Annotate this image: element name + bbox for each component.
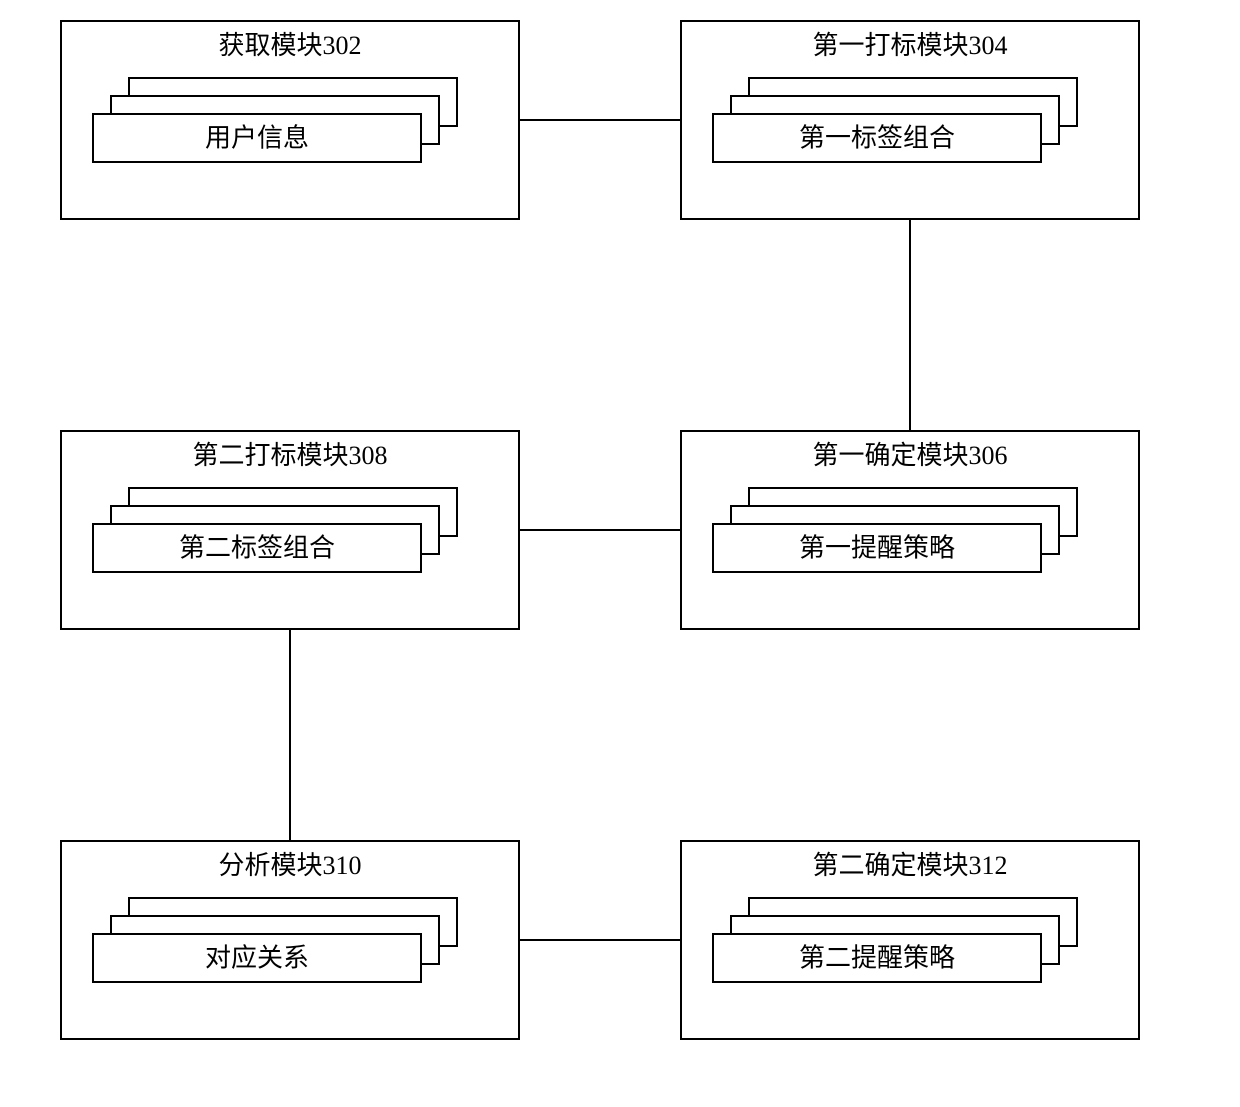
module-312: 第二确定模块312 第二提醒策略 <box>680 840 1140 1040</box>
stack-card-front: 第二提醒策略 <box>712 933 1042 983</box>
module-302: 获取模块302 用户信息 <box>60 20 520 220</box>
card-stack: 第二提醒策略 <box>712 897 1078 983</box>
module-308: 第二打标模块308 第二标签组合 <box>60 430 520 630</box>
diagram-canvas: 获取模块302 用户信息 第一打标模块304 第一标签组合 第二打标模块308 … <box>0 0 1240 1107</box>
stack-card-front: 对应关系 <box>92 933 422 983</box>
module-title: 获取模块302 <box>62 30 518 61</box>
module-title: 第一打标模块304 <box>682 30 1138 61</box>
module-title: 第二打标模块308 <box>62 440 518 471</box>
card-stack: 对应关系 <box>92 897 458 983</box>
stack-card-front: 第二标签组合 <box>92 523 422 573</box>
card-label: 用户信息 <box>94 122 420 153</box>
module-304: 第一打标模块304 第一标签组合 <box>680 20 1140 220</box>
card-label: 对应关系 <box>94 942 420 973</box>
module-310: 分析模块310 对应关系 <box>60 840 520 1040</box>
stack-card-front: 第一提醒策略 <box>712 523 1042 573</box>
module-306: 第一确定模块306 第一提醒策略 <box>680 430 1140 630</box>
card-stack: 第二标签组合 <box>92 487 458 573</box>
card-stack: 第一标签组合 <box>712 77 1078 163</box>
module-title: 第一确定模块306 <box>682 440 1138 471</box>
module-title: 分析模块310 <box>62 850 518 881</box>
card-label: 第二标签组合 <box>94 532 420 563</box>
card-stack: 第一提醒策略 <box>712 487 1078 573</box>
card-label: 第一提醒策略 <box>714 532 1040 563</box>
stack-card-front: 用户信息 <box>92 113 422 163</box>
card-label: 第二提醒策略 <box>714 942 1040 973</box>
module-title: 第二确定模块312 <box>682 850 1138 881</box>
card-stack: 用户信息 <box>92 77 458 163</box>
card-label: 第一标签组合 <box>714 122 1040 153</box>
stack-card-front: 第一标签组合 <box>712 113 1042 163</box>
